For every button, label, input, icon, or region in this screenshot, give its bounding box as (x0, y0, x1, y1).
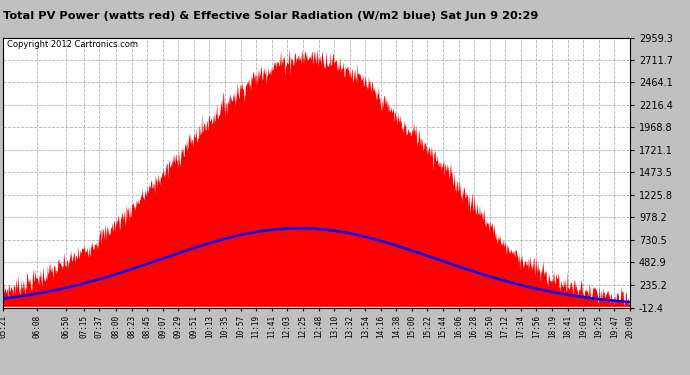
Text: Copyright 2012 Cartronics.com: Copyright 2012 Cartronics.com (7, 40, 137, 49)
Text: Total PV Power (watts red) & Effective Solar Radiation (W/m2 blue) Sat Jun 9 20:: Total PV Power (watts red) & Effective S… (3, 11, 539, 21)
